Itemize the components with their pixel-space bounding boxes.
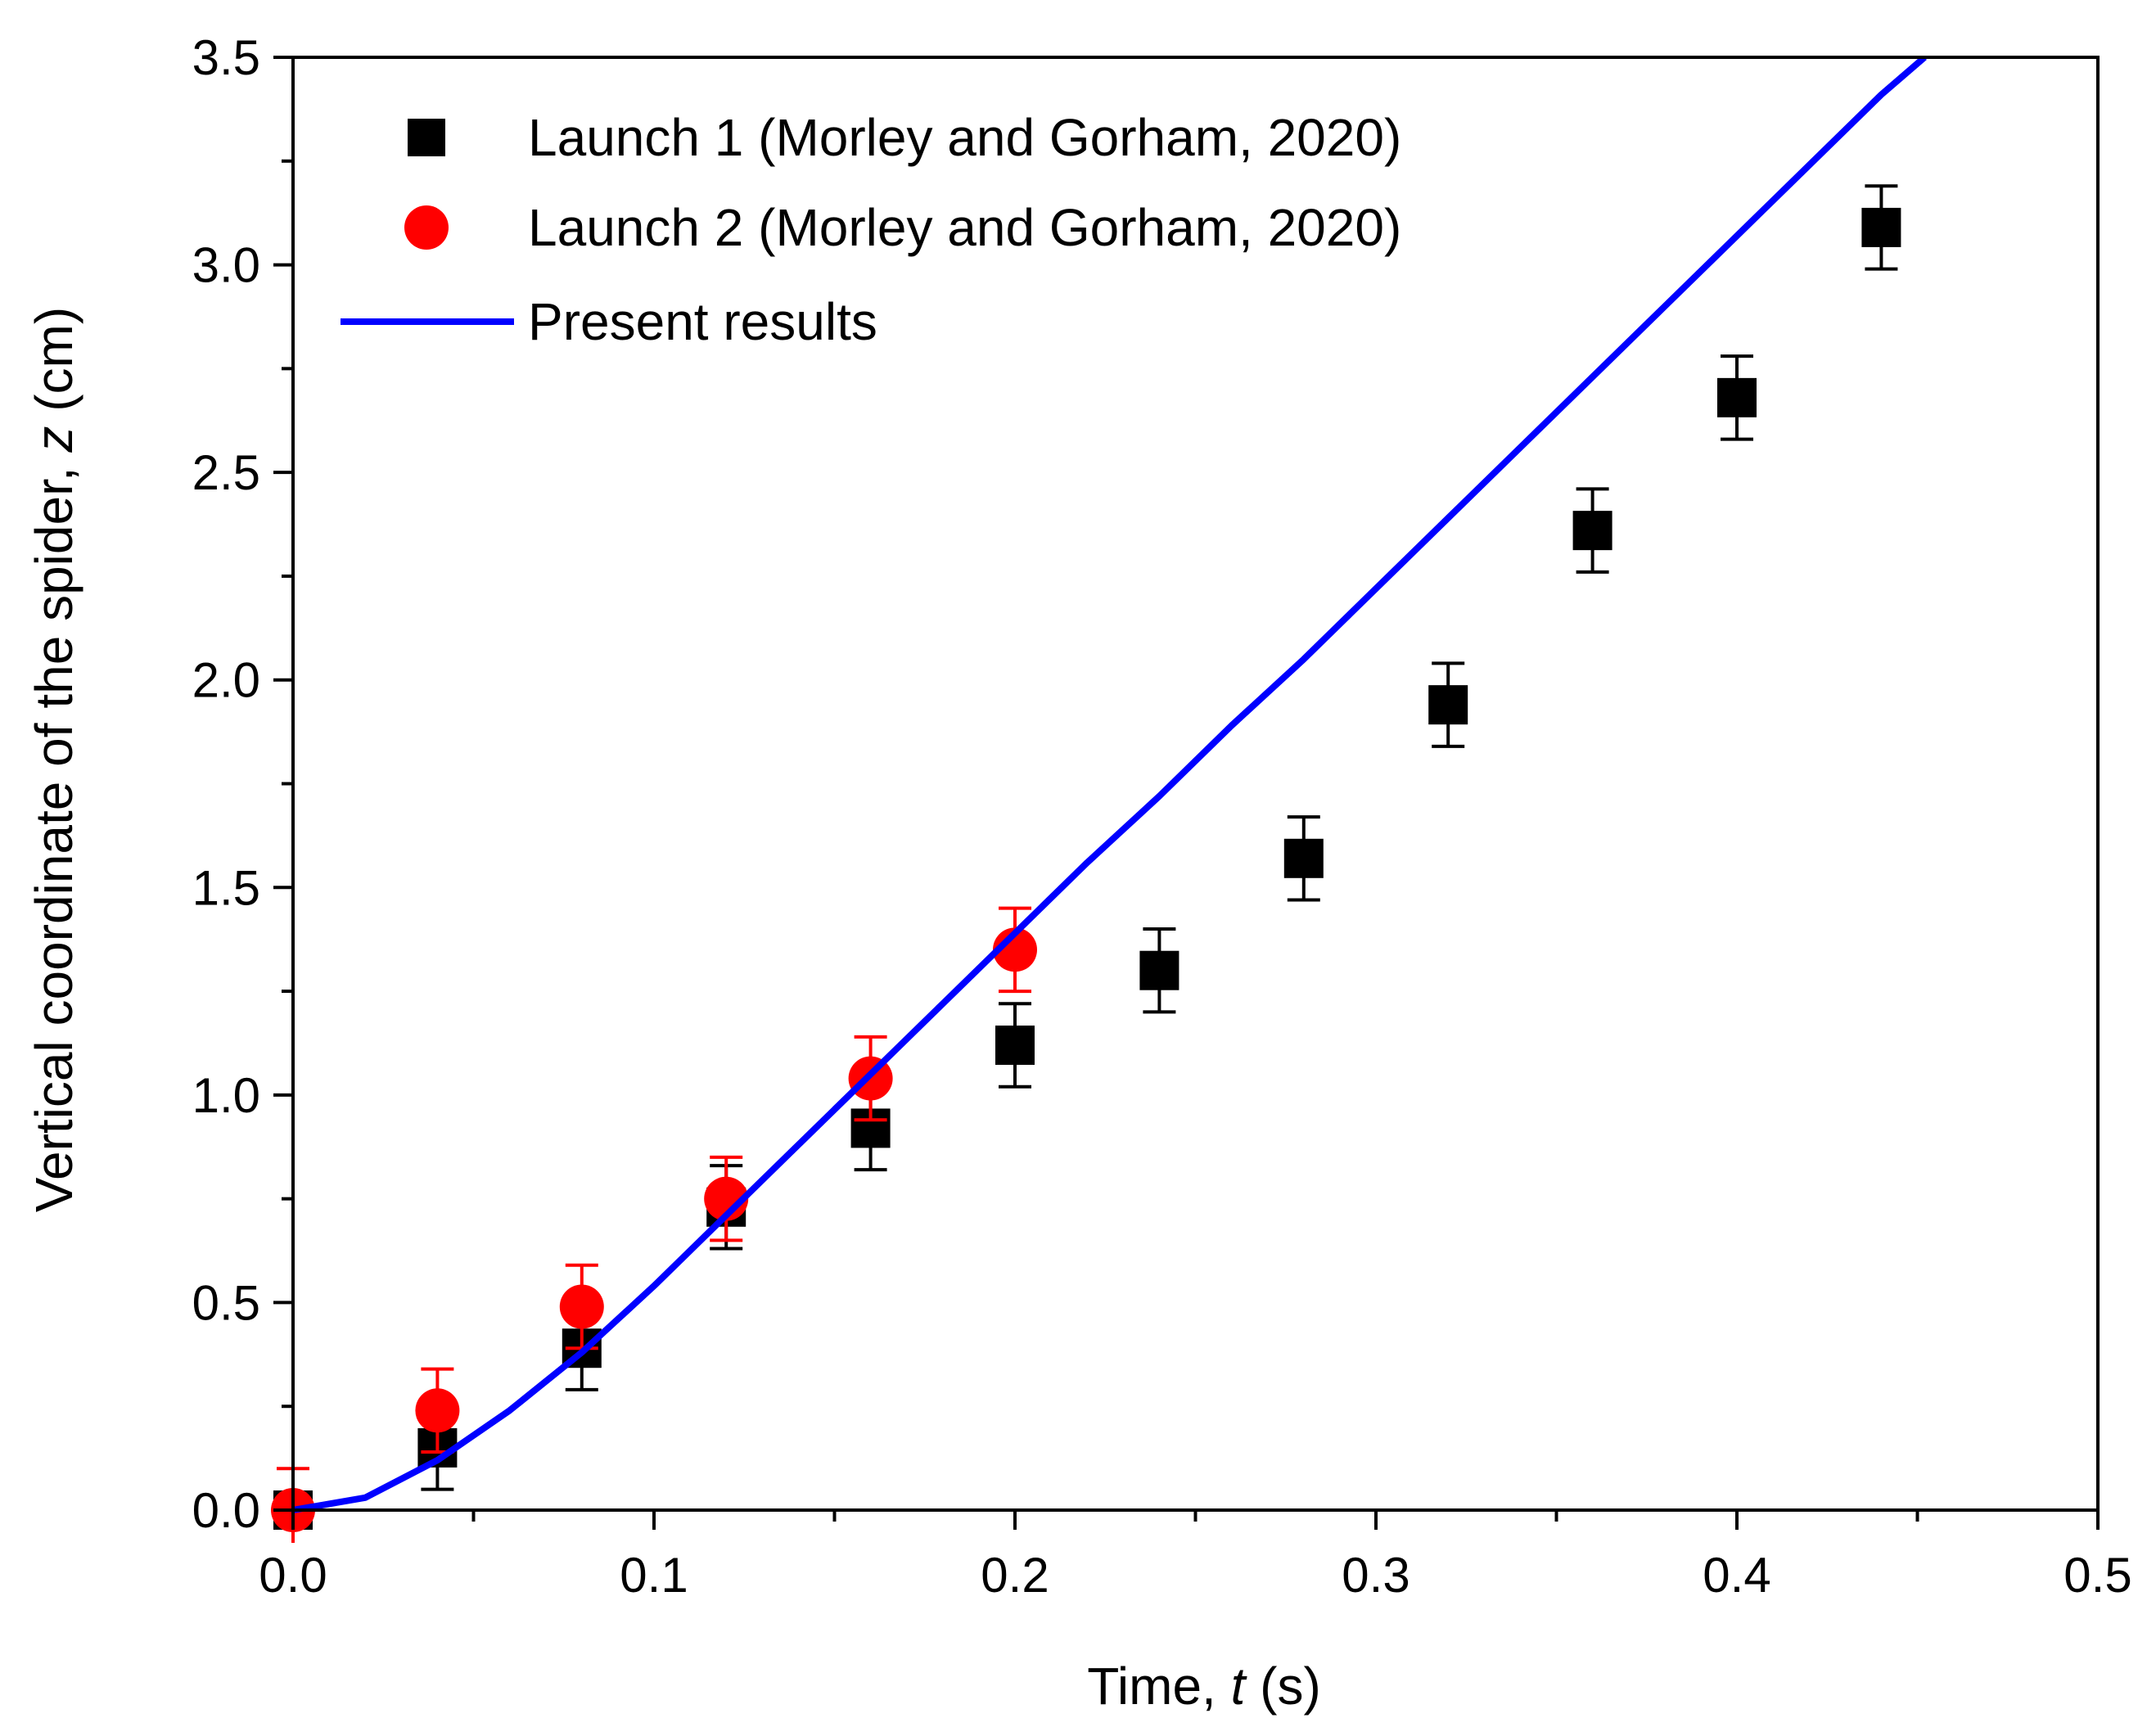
y-tick-label-4: 2.0	[192, 653, 260, 708]
y-axis-label-prefix: Vertical coordinate of the spider,	[25, 453, 83, 1213]
y-axis-label-var: z	[25, 426, 83, 453]
launch1-point-9	[1572, 511, 1612, 551]
y-tick-label-3: 1.5	[192, 860, 260, 915]
launch1-point-8	[1428, 685, 1468, 725]
legend-present-results-label: Present results	[528, 292, 877, 351]
y-tick-label-2: 1.0	[192, 1068, 260, 1123]
x-tick-label-4: 0.4	[1703, 1548, 1770, 1603]
plot-frame	[291, 56, 2100, 1512]
legend-launch2-marker	[404, 205, 449, 250]
launch2-point-1	[415, 1388, 460, 1433]
launch1-point-10	[1717, 377, 1757, 417]
x-axis-label-suffix: (s)	[1245, 1657, 1320, 1716]
y-axis-label: Vertical coordinate of the spider, z (cm…	[25, 307, 83, 1212]
legend: Launch 1 (Morley and Gorham, 2020) Launch…	[341, 108, 1401, 351]
y-axis-label-suffix: (cm)	[25, 307, 83, 426]
x-tick-label-1: 0.1	[620, 1548, 688, 1603]
launch1-point-5	[995, 1026, 1035, 1065]
launch1-point-7	[1283, 838, 1324, 878]
x-tick-label-2: 0.2	[981, 1548, 1049, 1603]
launch2-point-3	[704, 1176, 749, 1221]
x-axis-label: Time, t (s)	[1087, 1657, 1321, 1716]
x-tick-label-3: 0.3	[1342, 1548, 1410, 1603]
launch2-point-2	[559, 1284, 604, 1329]
present-results-line	[292, 57, 1927, 1513]
x-tick-label-5: 0.5	[2064, 1548, 2131, 1603]
x-axis-label-prefix: Time,	[1087, 1657, 1230, 1716]
legend-launch1-marker	[408, 119, 445, 156]
x-axis-label-var: t	[1231, 1657, 1247, 1716]
launch1-point-11	[1861, 207, 1901, 247]
launch2-point-5	[993, 927, 1037, 972]
y-tick-label-6: 3.0	[192, 238, 260, 293]
y-tick-label-0: 0.0	[192, 1483, 260, 1538]
y-tick-label-5: 2.5	[192, 445, 260, 500]
launch1-point-6	[1139, 950, 1179, 990]
axes: 0.0 0.1 0.2 0.3 0.4 0.5 0.0 0.5 1.0 1.5 2.0 2.5 3.0 3…	[192, 30, 2132, 1603]
y-tick-label-7: 3.5	[192, 30, 260, 85]
plot-marks	[271, 57, 1927, 1543]
legend-launch1-label: Launch 1 (Morley and Gorham, 2020)	[528, 108, 1401, 167]
y-tick-label-1: 0.5	[192, 1275, 260, 1330]
legend-launch2-label: Launch 2 (Morley and Gorham, 2020)	[528, 198, 1401, 257]
x-tick-label-0: 0.0	[259, 1548, 327, 1603]
